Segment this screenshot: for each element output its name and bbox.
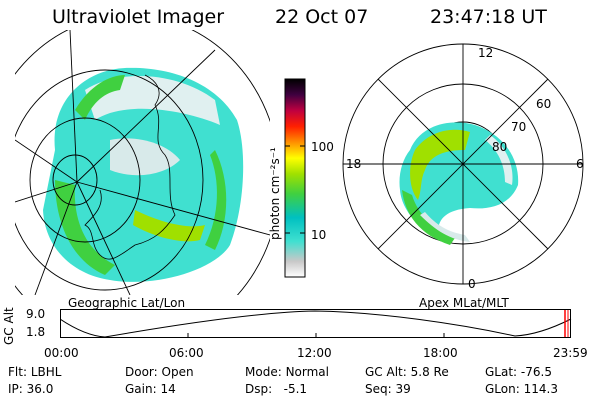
polar-map	[342, 43, 584, 285]
colorbar-unit-label: photon cm⁻²s⁻¹	[268, 147, 282, 240]
alt-ytick-1-8: 1.8	[26, 325, 46, 339]
info-gain: Gain: 14	[125, 382, 176, 396]
alt-xtick-2359: 23:59	[553, 346, 588, 360]
alt-xtick-1800: 18:00	[423, 346, 458, 360]
alt-ylabel: GC Alt	[2, 307, 16, 345]
apex-label: Apex MLat/MLT	[419, 296, 509, 310]
info-flt: Flt: LBHL	[8, 365, 62, 379]
info-dsp: Dsp: -5.1	[245, 382, 308, 396]
colorbar	[284, 78, 306, 278]
alt-ytick-9: 9.0	[26, 307, 46, 321]
geographic-map	[15, 30, 270, 295]
lat-label-80: 80	[492, 140, 508, 154]
colorbar-tick-100: 100	[311, 140, 334, 154]
info-glat: GLat: -76.5	[485, 365, 552, 379]
alt-xtick-1200: 12:00	[297, 346, 332, 360]
app-title: Ultraviolet Imager	[52, 6, 225, 28]
info-gc-alt: GC Alt: 5.8 Re	[365, 365, 449, 379]
time-label: 23:47:18 UT	[430, 6, 547, 28]
geographic-label: Geographic Lat/Lon	[68, 296, 186, 310]
info-glon: GLon: 114.3	[485, 382, 558, 396]
info-door: Door: Open	[125, 365, 194, 379]
altitude-curve	[60, 310, 572, 338]
info-ip: IP: 36.0	[8, 382, 54, 396]
lat-label-60: 60	[536, 97, 552, 111]
info-seq: Seq: 39	[365, 382, 411, 396]
mlt-label-18: 18	[346, 157, 362, 171]
mlt-label-12: 12	[478, 46, 494, 60]
lat-label-70: 70	[511, 120, 527, 134]
alt-xtick-0000: 00:00	[44, 346, 79, 360]
alt-xtick-0600: 06:00	[169, 346, 204, 360]
mlt-label-0: 0	[468, 277, 476, 291]
colorbar-tick-10: 10	[311, 228, 327, 242]
info-mode: Mode: Normal	[245, 365, 329, 379]
date-label: 22 Oct 07	[275, 6, 369, 28]
altitude-plot	[60, 309, 572, 338]
mlt-label-6: 6	[576, 157, 584, 171]
